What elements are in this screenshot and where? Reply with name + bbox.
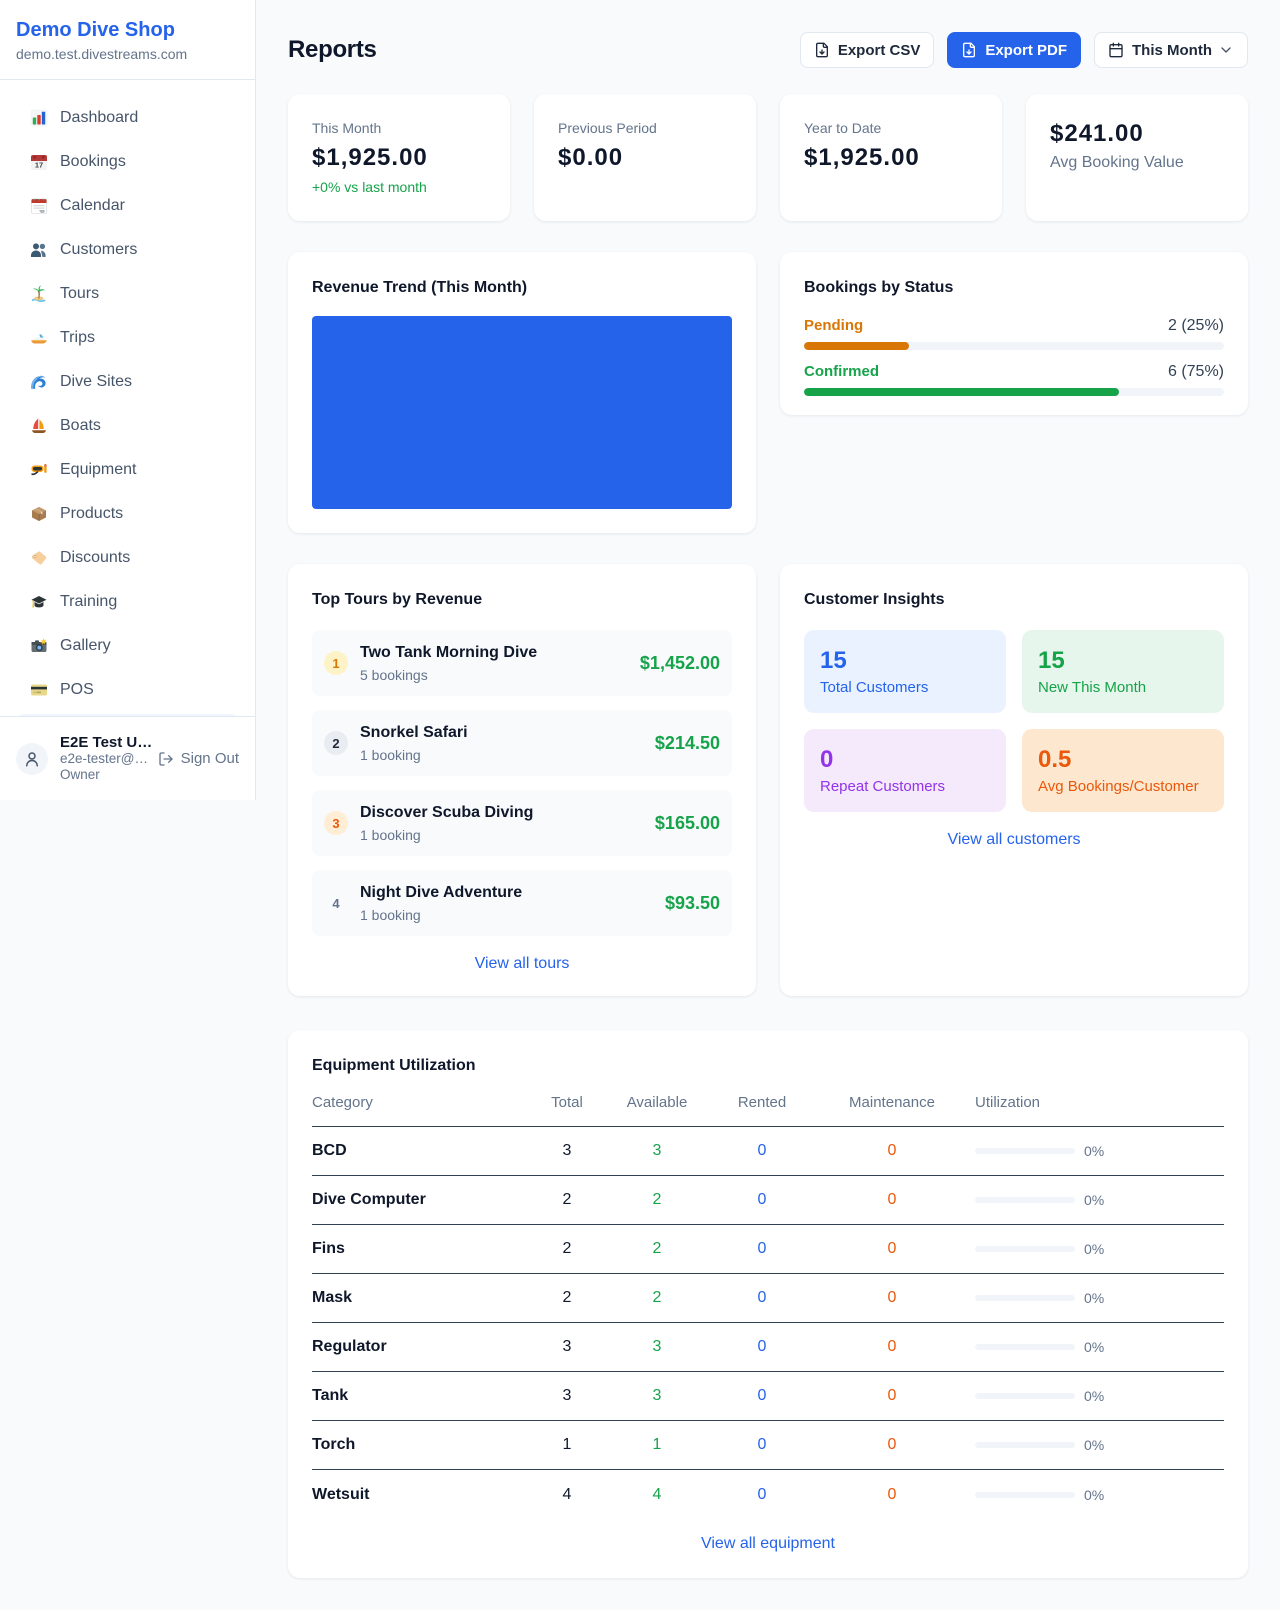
svg-text:17: 17	[35, 161, 43, 170]
